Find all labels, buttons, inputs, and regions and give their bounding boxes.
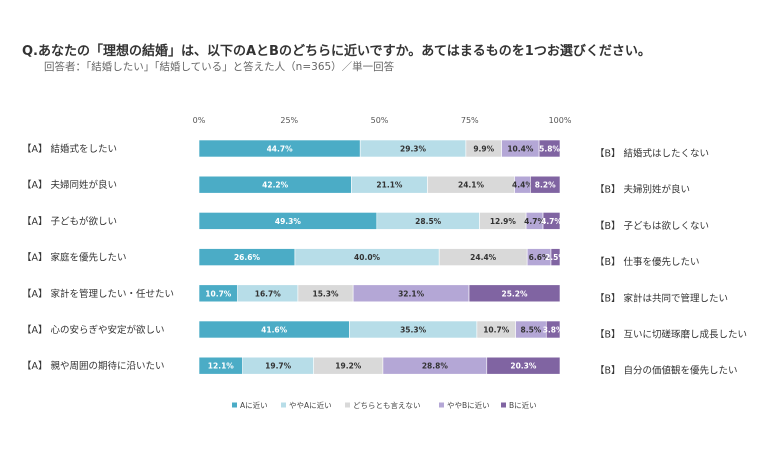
data-label: 4.7% <box>541 217 562 226</box>
data-label: 10.4% <box>507 145 534 154</box>
data-label: 42.2% <box>262 181 289 190</box>
legend-label: ややBに近い <box>447 400 490 410</box>
data-label: 4.7% <box>524 217 545 226</box>
data-label: 10.7% <box>205 289 232 298</box>
legend-swatch <box>501 402 506 408</box>
legend-label: ややAに近い <box>289 400 332 410</box>
category-a-label: 【A】 親や周囲の期待に沿いたい <box>22 360 165 372</box>
category-b-label: 【B】 夫婦別姓が良い <box>595 184 690 196</box>
category-a-label: 【A】 心の安らぎや安定が欲しい <box>22 324 165 336</box>
data-label: 35.3% <box>400 326 427 335</box>
respondent-note: 回答者：「結婚したい」「結婚している」と答えた人（n=365）／単一回答 <box>44 61 395 73</box>
data-label: 12.1% <box>208 362 235 371</box>
category-b-label: 【B】 自分の価値観を優先したい <box>595 365 738 377</box>
bar-segment <box>538 139 561 158</box>
bar-segment <box>542 212 561 230</box>
data-label: 29.3% <box>400 145 427 154</box>
bar-segment <box>468 284 561 303</box>
bar-segment <box>550 248 561 266</box>
bar-segment <box>486 356 561 375</box>
data-label: 8.2% <box>535 181 556 190</box>
data-label: 10.7% <box>483 326 510 335</box>
bar-segment <box>530 175 561 194</box>
data-label: 28.8% <box>422 362 449 371</box>
legend-label: Aに近い <box>240 400 268 410</box>
legend-label: どちらとも言えない <box>353 400 421 410</box>
legend-label: Bに近い <box>509 400 537 410</box>
data-label: 28.5% <box>415 217 442 226</box>
data-label: 19.7% <box>265 362 292 371</box>
data-label: 44.7% <box>267 145 294 154</box>
data-label: 4.4% <box>512 181 533 190</box>
legend-swatch <box>345 402 350 408</box>
bar-segment <box>545 320 561 339</box>
data-label: 41.6% <box>261 326 288 335</box>
category-b-label: 【B】 家計は共同で管理したい <box>595 292 728 304</box>
data-label: 20.3% <box>510 362 537 371</box>
legend-swatch <box>232 402 237 408</box>
data-label: 8.5% <box>521 326 542 335</box>
data-label: 19.2% <box>335 362 362 371</box>
category-b-label: 【B】 仕事を優先したい <box>595 256 700 268</box>
data-label: 40.0% <box>354 253 381 262</box>
x-tick-label: 50% <box>371 116 389 125</box>
x-tick-label: 100% <box>549 116 572 125</box>
data-label: 15.3% <box>313 289 340 298</box>
category-b-label: 【B】 結婚式はしたくない <box>595 148 709 160</box>
category-a-label: 【A】 家庭を優先したい <box>22 252 127 264</box>
data-label: 3.8% <box>543 326 564 335</box>
x-tick-label: 75% <box>461 116 479 125</box>
data-label: 16.7% <box>255 289 282 298</box>
data-label: 24.4% <box>470 253 497 262</box>
question-title: Q.あなたの「理想の結婚」は、以下のAとBのどちらに近いですか。あてはまるものを… <box>22 44 651 59</box>
data-label: 49.3% <box>275 217 302 226</box>
category-b-label: 【B】 子どもは欲しくない <box>595 220 709 232</box>
data-label: 26.6% <box>234 253 261 262</box>
x-tick-label: 25% <box>280 116 298 125</box>
category-a-label: 【A】 子どもが欲しい <box>22 215 117 227</box>
data-label: 24.1% <box>458 181 485 190</box>
x-tick-label: 0% <box>193 116 206 125</box>
data-label: 32.1% <box>398 289 425 298</box>
category-a-label: 【A】 家計を管理したい・任せたい <box>22 288 174 300</box>
category-b-label: 【B】 互いに切磋琢磨し成長したい <box>595 329 747 341</box>
category-a-label: 【A】 結婚式をしたい <box>22 143 117 155</box>
data-label: 2.5% <box>545 253 566 262</box>
data-label: 9.9% <box>473 145 494 154</box>
data-label: 25.2% <box>501 289 528 298</box>
category-a-label: 【A】 夫婦同姓が良い <box>22 179 117 191</box>
data-label: 21.1% <box>376 181 403 190</box>
legend-swatch <box>281 402 286 408</box>
legend-swatch <box>439 402 444 408</box>
data-label: 5.8% <box>539 145 560 154</box>
data-label: 12.9% <box>490 217 517 226</box>
data-label: 6.6% <box>529 253 550 262</box>
